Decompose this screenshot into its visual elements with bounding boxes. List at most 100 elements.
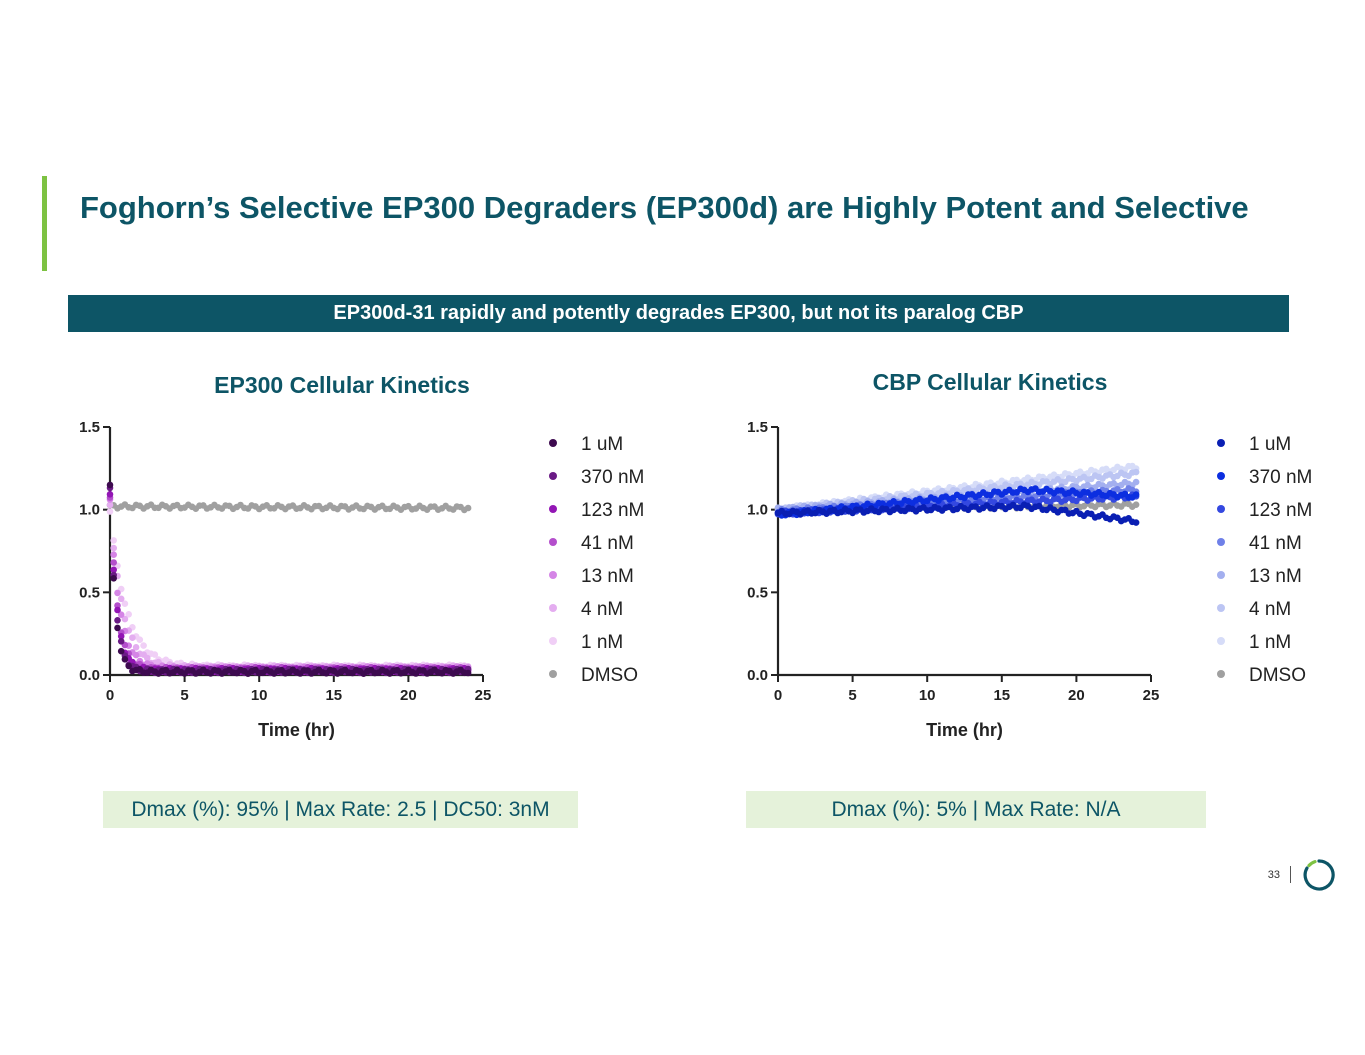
ep300-data-point [464,504,472,512]
cbp-legend-label: 4 nM [1249,599,1291,620]
cbp-y-tick-label: 0.0 [747,667,768,684]
ep300-y-tick-label: 1.0 [79,502,100,519]
ep300-series-123-nm [106,491,472,676]
ep300-data-point [121,600,129,607]
cbp-data-point [1132,501,1140,508]
ep300-data-point [110,559,117,566]
ep300-data-point [464,669,472,677]
page-number: 33 [1267,869,1280,881]
cbp-legend-label: DMSO [1249,665,1306,686]
ep300-data-point [125,662,132,670]
cbp-legend-marker [1217,604,1225,612]
cbp-chart-title: CBP Cellular Kinetics [872,369,1108,395]
cbp-legend-marker [1217,637,1225,645]
ep300-legend-marker [549,604,557,612]
cbp-series-1-um [774,501,1140,526]
ep300-data-point [110,551,117,558]
ep300-data-point [121,615,129,623]
ep300-y-tick-label: 0.0 [79,667,100,684]
ep300-legend-marker [549,505,557,513]
page-separator [1290,866,1291,883]
ep300-data-point [106,481,114,489]
ep300-x-tick-label: 25 [475,687,492,704]
ep300-series-4-nm [106,501,472,673]
cbp-metrics-box: Dmax (%): 5% | Max Rate: N/A [746,791,1206,828]
ep300-data-point [117,638,125,645]
cbp-x-axis-label: Time (hr) [926,720,1003,740]
ep300-data-point [117,647,125,655]
ep300-data-point [110,544,117,552]
ep300-legend-label: 13 nM [581,566,634,587]
banner: EP300d-31 rapidly and potently degrades … [68,295,1289,332]
ep300-chart-title: EP300 Cellular Kinetics [214,372,470,398]
ep300-x-tick-label: 15 [325,687,342,704]
ep300-x-axis-label: Time (hr) [258,720,335,740]
ep300-y-tick-label: 0.5 [79,584,100,601]
ep300-data-point [144,654,151,662]
ep300-legend-label: 4 nM [581,599,623,620]
ep300-legend-marker [549,670,557,678]
cbp-legend-label: 1 uM [1249,434,1291,455]
ep300-legend-label: 1 uM [581,434,623,455]
ep300-legend-label: 41 nM [581,533,634,554]
ep300-data-point [110,537,117,544]
ep300-data-point [106,508,114,515]
cbp-y-tick-label: 1.5 [747,419,768,436]
slide-title: Foghorn’s Selective EP300 Degraders (EP3… [80,190,1249,225]
cbp-legend-label: 123 nM [1249,500,1312,521]
cbp-legend-label: 41 nM [1249,533,1302,554]
ep300-y-tick-label: 1.5 [79,419,100,436]
ep300-metrics-box: Dmax (%): 95% | Max Rate: 2.5 | DC50: 3n… [103,791,578,828]
ep300-x-tick-label: 0 [106,687,114,704]
ep300-data-point [114,606,121,614]
ep300-data-point [106,491,114,498]
ep300-legend-marker [549,637,557,645]
cbp-legend-marker [1217,538,1225,546]
title-accent-bar [42,176,47,271]
ep300-data-point [129,634,136,641]
ep300-legend-marker [549,571,557,579]
cbp-legend-label: 13 nM [1249,566,1302,587]
cbp-x-tick-label: 10 [919,687,936,704]
cbp-y-tick-label: 1.0 [747,502,768,519]
cbp-data-point [1132,478,1140,486]
ep300-x-tick-label: 20 [400,687,417,704]
ep300-data-point [140,642,147,649]
cbp-x-tick-label: 20 [1068,687,1085,704]
ep300-series-1-um [106,481,472,677]
ep300-series-41-nm [106,494,472,675]
ep300-data-point [151,651,159,658]
ep300-data-point [114,589,121,597]
cbp-legend-label: 1 nM [1249,632,1291,653]
cbp-data-point [1132,519,1140,526]
ep300-legend-label: 123 nM [581,500,644,521]
ep300-legend-label: DMSO [581,665,638,686]
cbp-x-tick-label: 5 [848,687,856,704]
ep300-legend-label: 1 nM [581,632,623,653]
ep300-kinetics-chart: 0 5 10 15 20 25 0.0 0.5 1.0 1.5 Time (hr) 1 uM 370 n… [79,419,644,740]
ep300-data-point [110,575,117,582]
ep300-data-point [106,501,114,509]
ep300-series-13-nm [106,496,472,674]
cbp-kinetics-chart: 0 5 10 15 20 25 0.0 0.5 1.0 1.5 Time (hr) 1 uM 370 n… [747,419,1312,740]
cbp-legend-marker [1217,505,1225,513]
cbp-legend-marker [1217,472,1225,480]
ep300-series-370-nm [106,484,472,677]
cbp-legend-marker [1217,670,1225,678]
ep300-data-point [136,636,144,643]
ep300-data-point [117,633,125,640]
ep300-legend-marker [549,538,557,546]
cbp-x-tick-label: 25 [1143,687,1160,704]
ep300-series-1-nm [106,508,472,672]
ep300-legend-marker [549,472,557,480]
cbp-y-tick-label: 0.5 [747,584,768,601]
ep300-data-point [114,624,121,632]
cbp-legend-label: 370 nM [1249,467,1312,488]
cbp-data-point [1132,468,1140,476]
ep300-data-point [110,566,117,574]
ep300-data-point [117,611,125,618]
ep300-data-point [125,611,132,618]
ep300-data-point [132,644,140,651]
ep300-legend-label: 370 nM [581,467,644,488]
cbp-x-tick-label: 15 [993,687,1010,704]
